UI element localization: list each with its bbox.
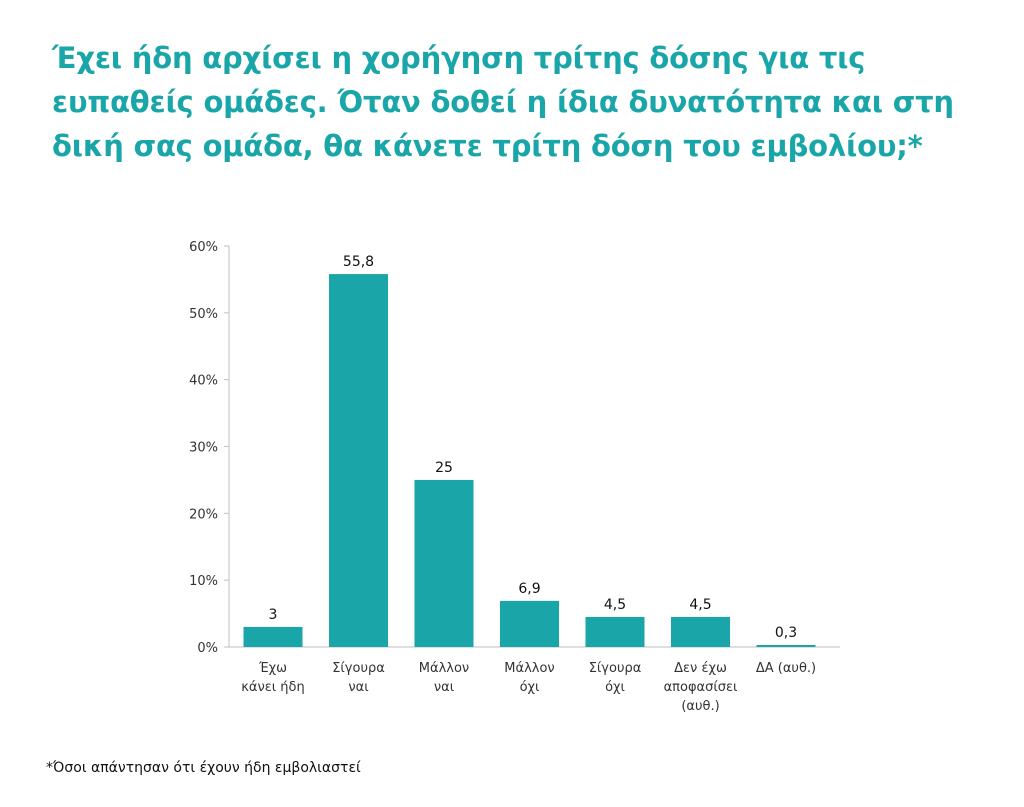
category-label: Μάλλον [504,661,554,676]
bar [671,616,730,647]
y-tick-label: 10% [189,574,218,589]
y-tick-label: 50% [189,307,218,322]
category-label: Δεν έχω [674,661,727,676]
bar [585,616,645,647]
y-tick-label: 40% [189,374,218,389]
category-label: Σίγουρα [589,661,642,676]
y-tick-label: 60% [189,240,218,255]
title-line-2: ευπαθείς ομάδες. Όταν δοθεί η ίδια δυνατ… [52,85,954,119]
data-label: 3 [269,607,278,623]
y-tick-label: 0% [197,641,218,656]
bar [243,626,303,647]
footnote: *Όσοι απάντησαν ότι έχουν ήδη εμβολιαστε… [46,760,361,776]
bar [500,600,559,647]
category-label: ΔΑ (αυθ.) [756,661,816,676]
category-label: κάνει ήδη [241,680,304,695]
category-label: Έχω [258,661,287,676]
bar [329,274,388,647]
chart-title: Έχει ήδη αρχίσει η χορήγηση τρίτης δόσης… [52,36,1002,168]
data-label: 25 [435,460,453,476]
category-label: Μάλλον [419,661,469,676]
category-label: αποφασίσει [664,680,738,695]
category-label: Σίγουρα [332,661,385,676]
title-line-3: δική σας ομάδα, θα κάνετε τρίτη δόση του… [52,129,923,163]
data-label: 55,8 [343,254,374,270]
bar [414,479,474,647]
data-label: 4,5 [689,597,711,613]
category-label: (αυθ.) [681,699,719,714]
y-tick-label: 30% [189,441,218,456]
category-label: ναι [434,680,454,695]
data-label: 4,5 [604,597,626,613]
category-label: ναι [348,680,368,695]
y-tick-label: 20% [189,507,218,522]
category-label: όχι [605,680,625,695]
category-label: όχι [520,680,540,695]
data-label: 0,3 [775,625,797,641]
data-label: 6,9 [518,581,540,597]
title-line-1: Έχει ήδη αρχίσει η χορήγηση τρίτης δόσης… [52,41,866,75]
bar [756,644,816,647]
